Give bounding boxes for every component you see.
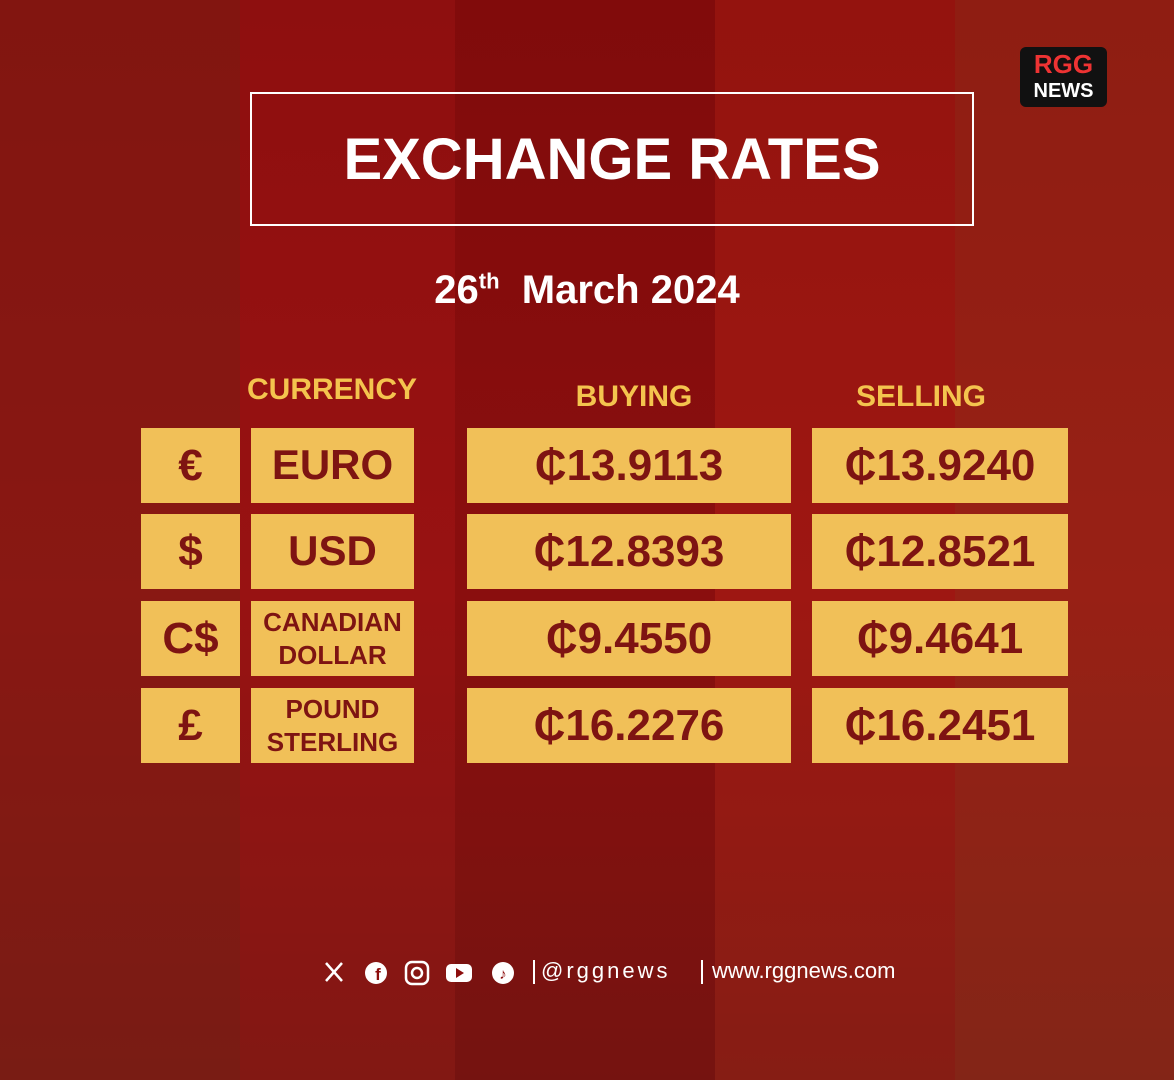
- currency-symbol: £: [141, 688, 240, 763]
- buying-rate: ₵9.4550: [467, 601, 791, 676]
- logo-bottom: NEWS: [1033, 80, 1094, 102]
- date: 26th March 2024: [0, 268, 1174, 313]
- column-header: SELLING: [855, 380, 986, 413]
- currency-symbol: €: [141, 428, 240, 503]
- currency-name: POUND STERLING: [251, 688, 414, 763]
- website: www.rggnews.com: [712, 958, 896, 983]
- logo-top: RGG: [1033, 49, 1094, 79]
- separator: [533, 960, 535, 984]
- selling-rate: ₵9.4641: [812, 601, 1068, 676]
- handle: @rggnews: [541, 958, 671, 983]
- date-day: 26: [434, 268, 479, 312]
- column-header: CURRENCY: [246, 373, 417, 406]
- column-header: BUYING: [575, 380, 693, 413]
- currency-name: CANADIAN DOLLAR: [251, 601, 414, 676]
- currency-name: USD: [251, 514, 414, 589]
- selling-rate: ₵12.8521: [812, 514, 1068, 589]
- currency-symbol: C$: [141, 601, 240, 676]
- selling-rate: ₵16.2451: [812, 688, 1068, 763]
- social-icons: f ♪: [325, 960, 514, 986]
- buying-rate: ₵12.8393: [467, 514, 791, 589]
- logo: RGG NEWS: [1020, 47, 1107, 107]
- separator: [701, 960, 703, 984]
- date-suffix: th: [478, 268, 500, 294]
- buying-rate: ₵16.2276: [467, 688, 791, 763]
- buying-rate: ₵13.9113: [467, 428, 791, 503]
- svg-text:♪: ♪: [499, 966, 507, 983]
- currency-symbol: $: [141, 514, 240, 589]
- svg-text:f: f: [375, 965, 381, 984]
- selling-rate: ₵13.9240: [812, 428, 1068, 503]
- currency-name: EURO: [251, 428, 414, 503]
- title: EXCHANGE RATES: [250, 92, 974, 226]
- date-rest: March 2024: [521, 268, 740, 312]
